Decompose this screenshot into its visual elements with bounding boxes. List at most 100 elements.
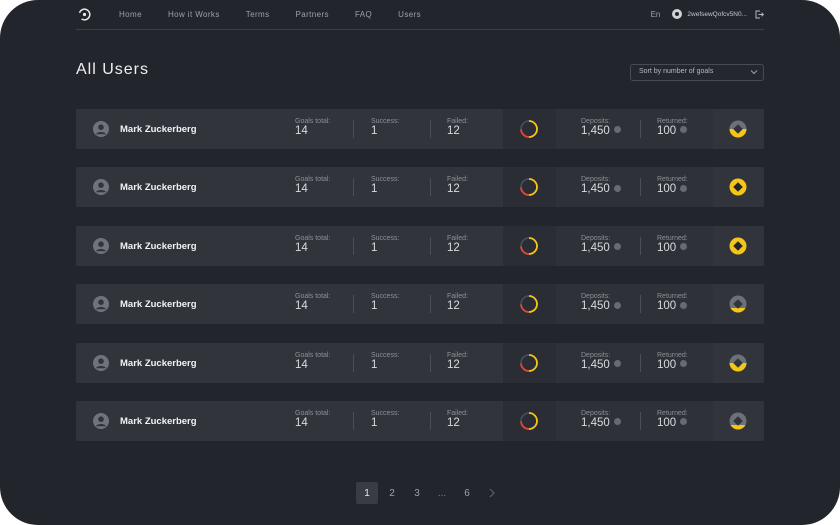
user-name[interactable]: Mark Zuckerberg (120, 124, 197, 135)
deposits-value-wrap: 1,450 (581, 359, 621, 371)
goals-total-label: Goals total: (295, 293, 331, 301)
user-name[interactable]: Mark Zuckerberg (120, 240, 197, 252)
avatar-icon (93, 179, 109, 196)
user-row[interactable]: Mark Zuckerberg Goals total: 14 Success: 1 Fa… (76, 225, 764, 266)
coin-icon (680, 243, 688, 251)
avatar-icon (93, 237, 109, 254)
goals-total-value: 14 (295, 358, 308, 371)
success-stat: Success: 1 (371, 235, 399, 254)
goals-total-label: Goals total: (295, 118, 331, 125)
page-button-last[interactable]: 6 (464, 487, 470, 499)
deposits-value-wrap: 1,450 (581, 300, 621, 312)
returned-stat: Returned: 100 (657, 176, 688, 195)
deposits-label: Deposits: (581, 176, 611, 184)
goals-total-value: 14 (295, 125, 308, 137)
returned-value-wrap: 100 (657, 300, 688, 312)
chevron-right-icon[interactable] (481, 482, 503, 504)
page-button-1[interactable]: 1 (356, 482, 378, 504)
coin-icon (613, 126, 621, 134)
returned-value: 100 (657, 416, 677, 429)
user-name[interactable]: Mark Zuckerberg (120, 357, 197, 369)
divider (353, 178, 354, 197)
failed-label: Failed: (447, 176, 469, 184)
money-cell: Deposits: 1,450 Returned: 100 (556, 342, 713, 383)
deposits-stat: Deposits: 1,450 (581, 352, 621, 371)
sort-dropdown[interactable]: Sort by number of goals (630, 64, 764, 81)
nav-link-partners[interactable]: Partners (295, 10, 329, 19)
deposits-label: Deposits: (581, 409, 611, 417)
avatar-icon (93, 412, 109, 429)
level-badge-icon[interactable] (729, 354, 747, 372)
level-badge-icon[interactable] (729, 412, 747, 430)
progress-ring-cell (503, 342, 556, 383)
page-button-2[interactable]: 2 (389, 487, 395, 499)
deposits-stat: Deposits: 1,450 (581, 293, 621, 312)
failed-stat: Failed: 12 (447, 235, 468, 254)
success-label: Success: (371, 293, 400, 301)
divider (353, 295, 354, 314)
returned-stat: Returned: 100 (657, 410, 688, 429)
progress-ring-cell (503, 109, 556, 149)
deposits-value: 1,450 (581, 300, 610, 313)
returned-value: 100 (657, 183, 677, 196)
nav-links: Home How it Works Terms Partners FAQ Use… (119, 10, 447, 19)
returned-value-wrap: 100 (657, 125, 688, 137)
wallet-address[interactable]: 2wefsewQofcv5N0... (687, 10, 747, 18)
progress-ring (520, 120, 538, 138)
badge-cell (713, 167, 764, 207)
failed-label: Failed: (447, 118, 469, 125)
sort-label: Sort by number of goals (639, 68, 714, 75)
avatar-icon (93, 121, 109, 137)
nav-link-terms[interactable]: Terms (245, 10, 270, 19)
failed-label: Failed: (447, 409, 469, 417)
returned-value: 100 (657, 241, 677, 254)
deposits-label: Deposits: (581, 118, 611, 125)
nav-link-faq[interactable]: FAQ (354, 10, 373, 19)
divider (430, 236, 431, 255)
failed-label: Failed: (447, 351, 469, 359)
failed-stat: Failed: 12 (447, 352, 468, 371)
user-row[interactable]: Mark Zuckerberg Goals total: 14 Success: 1 Fa… (76, 109, 764, 149)
returned-value-wrap: 100 (657, 183, 688, 195)
nav-link-home[interactable]: Home (119, 10, 142, 19)
user-row[interactable]: Mark Zuckerberg Goals total: 14 Success: 1 Fa… (76, 400, 764, 441)
level-badge-icon[interactable] (729, 178, 747, 196)
logout-icon[interactable] (755, 10, 764, 19)
returned-stat: Returned: 100 (657, 293, 688, 312)
user-name[interactable]: Mark Zuckerberg (120, 299, 197, 311)
deposits-label: Deposits: (581, 234, 611, 242)
wallet-icon (672, 9, 683, 19)
badge-cell (713, 343, 764, 383)
coin-icon (613, 243, 621, 251)
avatar-icon (93, 354, 109, 371)
deposits-value: 1,450 (581, 125, 610, 137)
logo-icon[interactable] (78, 8, 91, 21)
user-row[interactable]: Mark Zuckerberg Goals total: 14 Success: 1 Fa… (76, 167, 764, 208)
pagination: 1 2 3 ... 6 (356, 482, 503, 504)
success-stat: Success: 1 (371, 410, 399, 429)
progress-ring-cell (503, 167, 556, 208)
returned-label: Returned: (657, 409, 688, 417)
coin-icon (680, 360, 688, 368)
language-switch[interactable]: En (650, 9, 661, 19)
level-badge-icon[interactable] (729, 237, 747, 255)
level-badge-icon[interactable] (729, 120, 747, 138)
deposits-stat: Deposits: 1,450 (581, 410, 621, 429)
goals-total-label: Goals total: (295, 409, 331, 417)
divider (640, 411, 641, 430)
progress-ring (520, 295, 538, 314)
nav-link-how-it-works[interactable]: How it Works (167, 10, 220, 19)
coin-icon (613, 418, 621, 426)
page-button-3[interactable]: 3 (414, 487, 420, 499)
user-name[interactable]: Mark Zuckerberg (120, 182, 197, 194)
divider (640, 295, 641, 314)
user-row[interactable]: Mark Zuckerberg Goals total: 14 Success: 1 Fa… (76, 342, 764, 383)
user-row[interactable]: Mark Zuckerberg Goals total: 14 Success: 1 Fa… (76, 284, 764, 325)
nav-link-users[interactable]: Users (398, 10, 422, 19)
level-badge-icon[interactable] (729, 295, 747, 313)
user-name[interactable]: Mark Zuckerberg (120, 415, 197, 427)
page-ellipsis: ... (437, 487, 447, 499)
returned-value-wrap: 100 (657, 359, 688, 371)
returned-label: Returned: (657, 234, 688, 242)
progress-ring (520, 412, 538, 430)
